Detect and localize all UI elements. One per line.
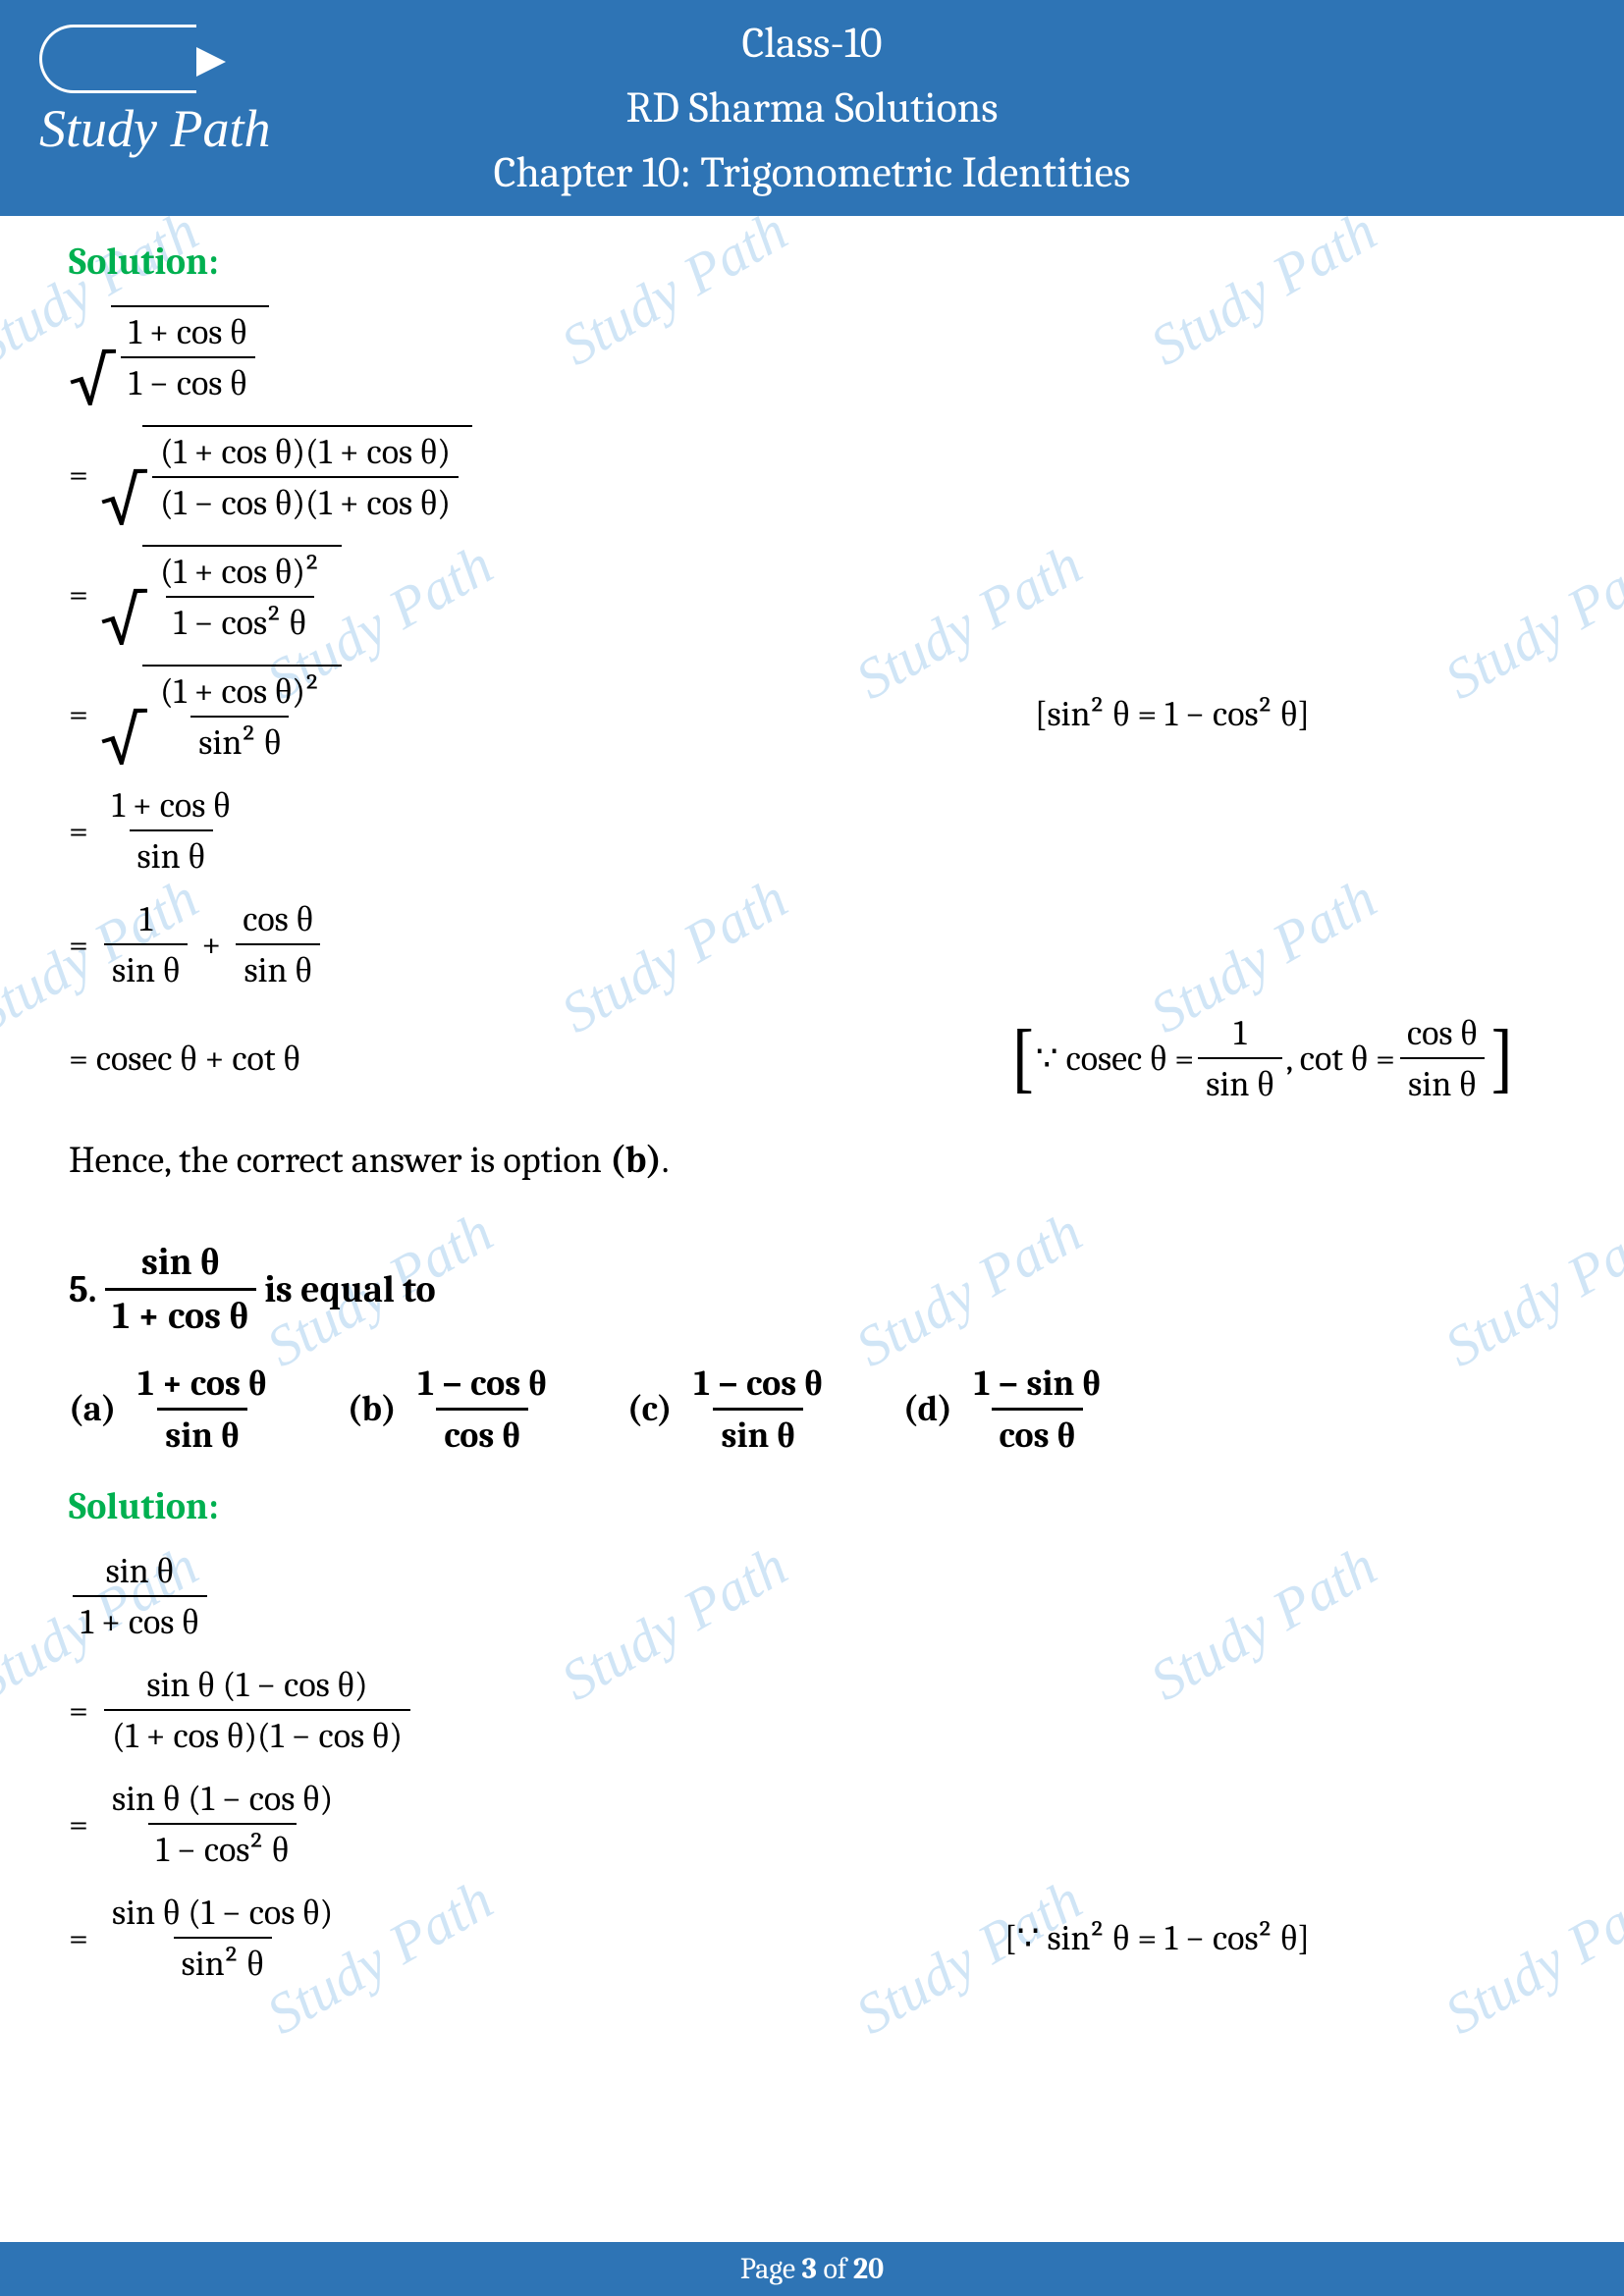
note-text: , cot θ = — [1286, 1038, 1395, 1079]
math-step: = √ (1 + cos θ)²sin² θ [sin² θ = 1 − cos… — [69, 665, 1555, 763]
denominator: sin θ — [1198, 1057, 1281, 1104]
option-b: (b) 1 − cos θcos θ — [348, 1362, 559, 1456]
option-label: (a) — [69, 1389, 116, 1429]
answer-option: (b) — [610, 1139, 662, 1182]
numerator: sin θ (1 − cos θ) — [104, 1892, 341, 1937]
side-note: [sin² θ = 1 − cos² θ] — [1035, 693, 1310, 734]
numerator: 1 + cos θ — [104, 784, 239, 829]
math-step: = cosec θ + cot θ [ ∵ cosec θ = 1sin θ ,… — [69, 1012, 1555, 1104]
numerator: 1 − cos θ — [686, 1362, 831, 1408]
denominator: 1 + cos θ — [105, 1288, 257, 1338]
denominator: (1 − cos θ)(1 + cos θ) — [152, 476, 459, 523]
denominator: sin θ — [104, 943, 188, 990]
math-step: = sin θ (1 − cos θ)(1 + cos θ)(1 − cos θ… — [69, 1664, 1555, 1756]
question-suffix: is equal to — [264, 1268, 435, 1311]
numerator: (1 + cos θ)² — [152, 670, 328, 716]
option-d: (d) 1 − sin θcos θ — [903, 1362, 1112, 1456]
numerator: (1 + cos θ)(1 + cos θ) — [152, 431, 459, 476]
numerator: 1 + cos θ — [130, 1362, 274, 1408]
final-expr: = cosec θ + cot θ — [69, 1038, 300, 1079]
math-step: = 1 + cos θsin θ — [69, 784, 1555, 877]
sqrt-icon: √ — [100, 586, 145, 655]
numerator: 1 − cos θ — [410, 1362, 555, 1408]
math-step: √ 1 + cos θ1 − cos θ — [69, 305, 1555, 403]
question-5: 5. sin θ1 + cos θ is equal to — [69, 1241, 1555, 1338]
page-footer: Page 3 of 20 — [0, 2242, 1624, 2296]
numerator: (1 + cos θ)² — [152, 551, 328, 596]
numerator: 1 + cos θ — [121, 311, 255, 356]
math-step: = 1sin θ + cos θsin θ — [69, 898, 1555, 990]
numerator: 1 — [1225, 1013, 1254, 1057]
answer-text: Hence, the correct answer is option (b). — [69, 1139, 1555, 1182]
denominator: cos θ — [436, 1408, 528, 1456]
denominator: sin θ — [157, 1408, 247, 1456]
math-step: sin θ1 + cos θ — [69, 1550, 1555, 1642]
question-number: 5. — [69, 1268, 97, 1311]
numerator: 1 − sin θ — [966, 1362, 1109, 1408]
math-step: = √ (1 + cos θ)(1 + cos θ)(1 − cos θ)(1 … — [69, 425, 1555, 523]
denominator: 1 − cos² θ — [148, 1823, 297, 1870]
denominator: sin θ — [130, 829, 213, 877]
option-label: (c) — [627, 1389, 673, 1429]
option-a: (a) 1 + cos θsin θ — [69, 1362, 279, 1456]
denominator: (1 + cos θ)(1 − cos θ) — [104, 1709, 410, 1756]
document-page: Study Path Study Path Study Path Study P… — [0, 0, 1624, 2296]
denominator: 1 − cos² θ — [166, 596, 314, 643]
numerator: sin θ — [134, 1241, 228, 1288]
denominator: 1 − cos θ — [121, 356, 255, 403]
bracket-icon: ] — [1489, 1028, 1516, 1089]
numerator: sin θ (1 − cos θ) — [104, 1778, 341, 1823]
numerator: cos θ — [1399, 1012, 1486, 1057]
option-label: (b) — [348, 1389, 397, 1429]
logo-text: Study Path — [39, 98, 270, 159]
footer-mid: of — [817, 2252, 853, 2286]
logo: Study Path — [39, 25, 270, 159]
option-c: (c) 1 − cos θsin θ — [627, 1362, 835, 1456]
page-total: 20 — [853, 2252, 884, 2286]
logo-pen-icon — [39, 25, 196, 93]
numerator: 1 — [132, 899, 160, 943]
answer-suffix: . — [662, 1139, 670, 1182]
math-step: = sin θ (1 − cos θ)1 − cos² θ — [69, 1778, 1555, 1870]
denominator: sin θ — [236, 943, 319, 990]
denominator: sin θ — [1400, 1057, 1484, 1104]
denominator: sin² θ — [190, 716, 289, 763]
denominator: cos θ — [992, 1408, 1084, 1456]
denominator: sin² θ — [174, 1937, 272, 1984]
option-label: (d) — [903, 1389, 952, 1429]
solution-label: Solution: — [69, 1485, 1555, 1528]
sqrt-icon: √ — [100, 706, 145, 774]
denominator: sin θ — [713, 1408, 803, 1456]
note-text: ∵ cosec θ = — [1036, 1038, 1194, 1079]
footer-prefix: Page — [740, 2252, 802, 2286]
page-header: Study Path Class-10 RD Sharma Solutions … — [0, 0, 1624, 216]
page-content: Solution: √ 1 + cos θ1 − cos θ = √ (1 + … — [0, 216, 1624, 2104]
sqrt-icon: √ — [69, 347, 114, 415]
question-options: (a) 1 + cos θsin θ (b) 1 − cos θcos θ (c… — [69, 1362, 1555, 1456]
page-current: 3 — [802, 2252, 817, 2286]
numerator: cos θ — [235, 898, 321, 943]
math-step: = sin θ (1 − cos θ)sin² θ [∵ sin² θ = 1 … — [69, 1892, 1555, 1984]
side-note: [∵ sin² θ = 1 − cos² θ] — [1004, 1917, 1310, 1958]
numerator: sin θ — [98, 1550, 182, 1595]
denominator: 1 + cos θ — [73, 1595, 207, 1642]
bracket-icon: [ — [1008, 1028, 1035, 1089]
numerator: sin θ (1 − cos θ) — [138, 1664, 375, 1709]
solution-label: Solution: — [69, 240, 1555, 284]
math-step: = √ (1 + cos θ)²1 − cos² θ — [69, 545, 1555, 643]
answer-prefix: Hence, the correct answer is option — [69, 1139, 610, 1182]
sqrt-icon: √ — [100, 466, 145, 535]
